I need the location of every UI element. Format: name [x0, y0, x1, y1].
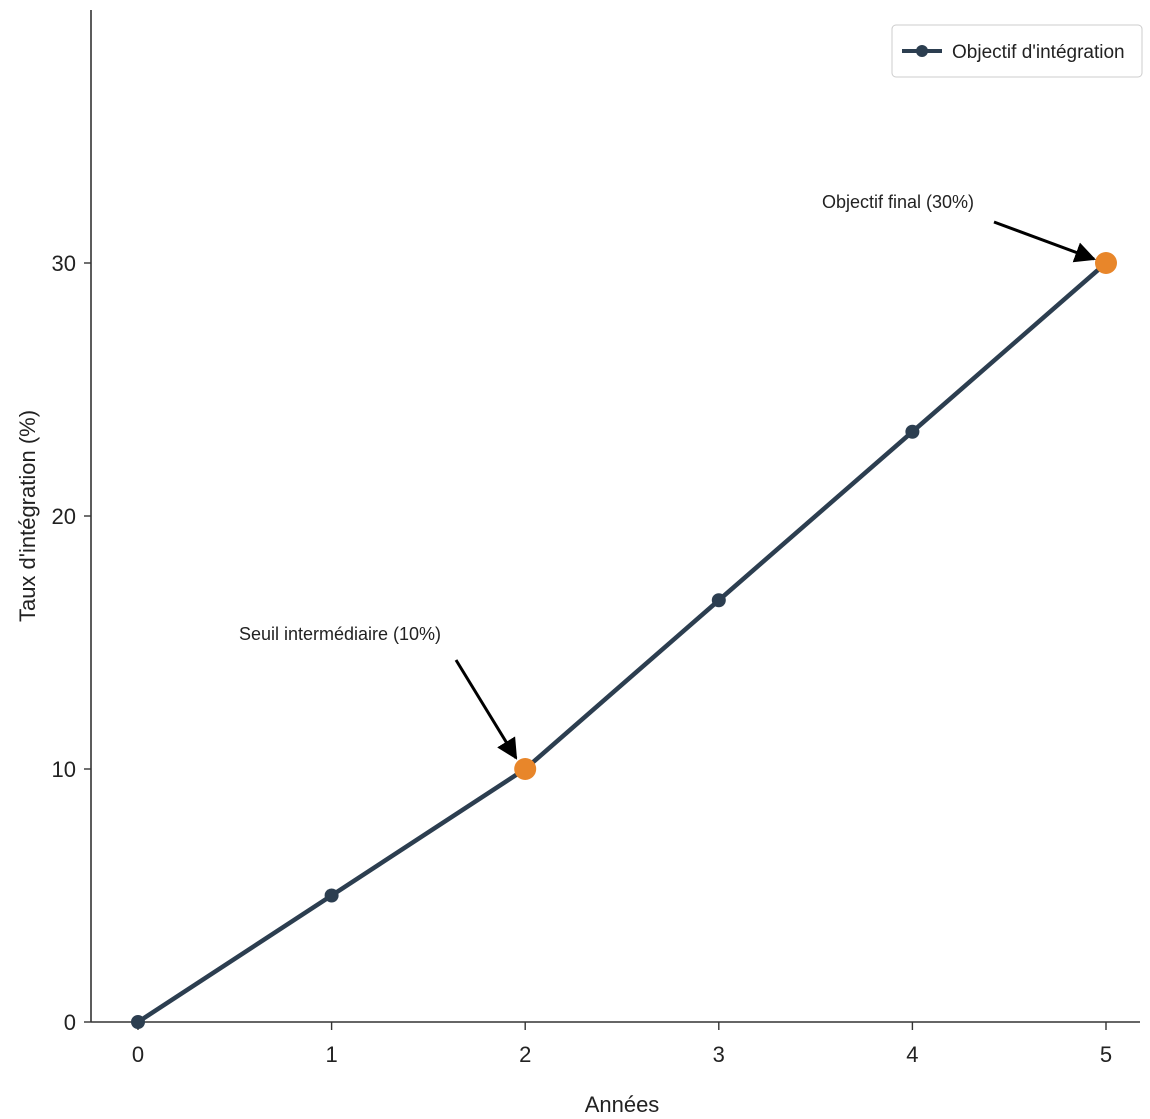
- x-tick-label: 5: [1100, 1042, 1112, 1067]
- x-axis-ticks: 0 1 2 3 4 5: [132, 1022, 1112, 1067]
- annotation-arrow: [454, 659, 518, 760]
- x-tick-label: 1: [325, 1042, 337, 1067]
- highlight-point: [1095, 252, 1117, 274]
- highlight-group: [514, 252, 1117, 780]
- x-axis-title: Années: [585, 1092, 660, 1117]
- x-tick-label: 0: [132, 1042, 144, 1067]
- y-tick-label: 0: [64, 1010, 76, 1035]
- x-tick-label: 2: [519, 1042, 531, 1067]
- annotation-group: Seuil intermédiaire (10%) Objectif final …: [239, 192, 1096, 760]
- legend: Objectif d'intégration: [891, 24, 1143, 78]
- y-tick-label: 20: [52, 504, 76, 529]
- data-point: [131, 1015, 145, 1029]
- annotation-label: Objectif final (30%): [822, 192, 974, 212]
- annotation-label: Seuil intermédiaire (10%): [239, 624, 441, 644]
- legend-marker-swatch: [916, 45, 928, 57]
- x-tick-label: 4: [906, 1042, 918, 1067]
- highlight-point: [514, 758, 537, 780]
- data-point: [324, 888, 339, 903]
- legend-box: [891, 24, 1143, 78]
- y-axis-ticks: 0 10 20 30: [52, 251, 91, 1035]
- data-point: [711, 593, 726, 608]
- annotation-arrow: [993, 220, 1096, 263]
- legend-label: Objectif d'intégration: [952, 42, 1125, 63]
- x-tick-label: 3: [713, 1042, 725, 1067]
- y-tick-label: 30: [52, 251, 76, 276]
- data-point: [905, 424, 920, 439]
- series-line: [135, 260, 1109, 1025]
- y-tick-label: 10: [52, 757, 76, 782]
- y-axis-title: Taux d'intégration (%): [15, 410, 40, 622]
